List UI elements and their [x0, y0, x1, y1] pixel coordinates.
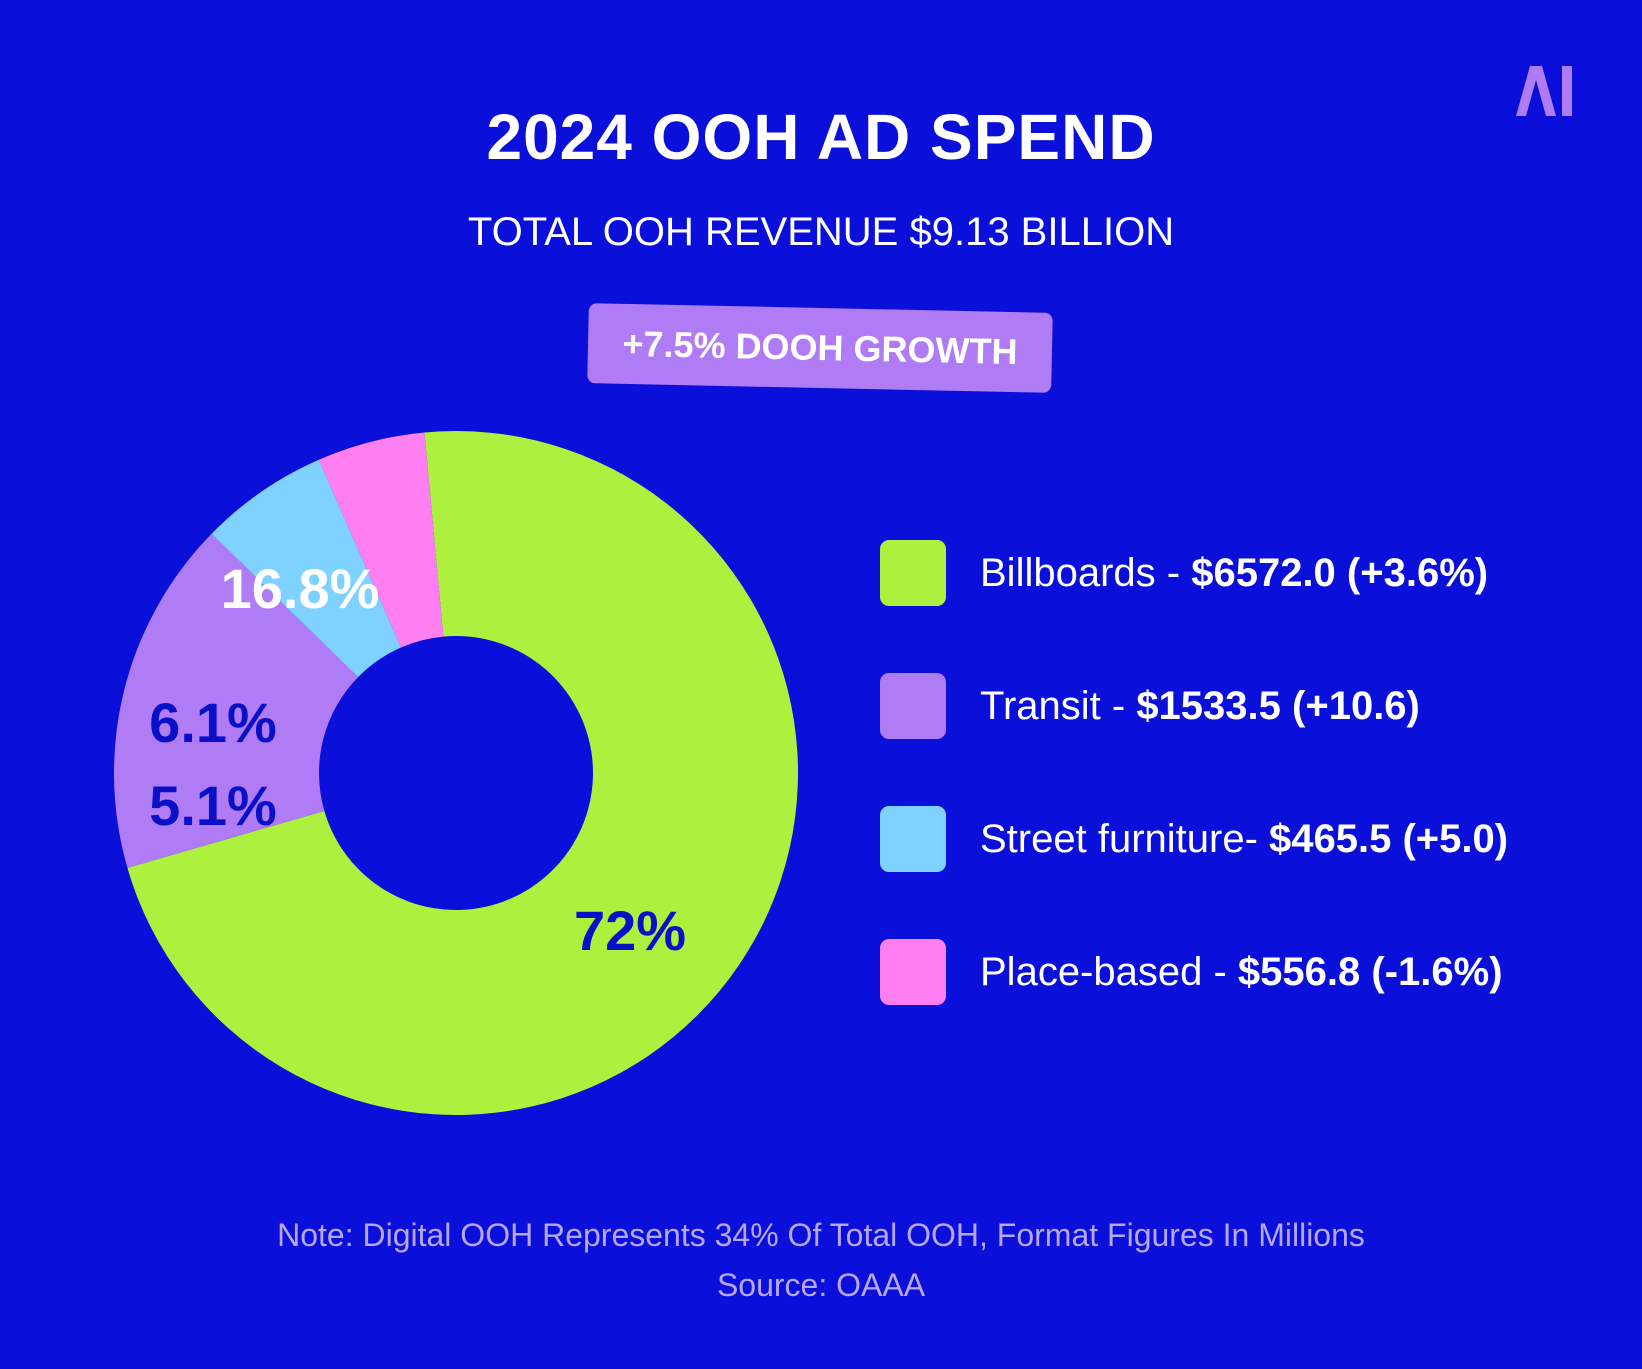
legend-value-transit: $1533.5 (+10.6)	[1136, 683, 1420, 728]
legend-swatch-place-based	[880, 939, 946, 1005]
legend-value-billboards: $6572.0 (+3.6%)	[1191, 550, 1489, 595]
note-text: Note: Digital OOH Represents 34% Of Tota…	[277, 1217, 1365, 1253]
legend-item-transit: Transit - $1533.5 (+10.6)	[880, 673, 1420, 739]
footer-note: Note: Digital OOH Represents 34% Of Tota…	[0, 1210, 1642, 1310]
legend-name-billboards: Billboards -	[980, 550, 1192, 595]
legend-swatch-street-furniture	[880, 806, 946, 872]
chart-title: 2024 OOH AD SPEND	[486, 101, 1156, 173]
chart-subtitle: TOTAL OOH REVENUE $9.13 BILLION	[467, 210, 1175, 254]
slice-transit	[113, 533, 359, 868]
legend-item-billboards: Billboards - $6572.0 (+3.6%)	[880, 540, 1488, 606]
legend-text-transit: Transit - $1533.5 (+10.6)	[980, 684, 1420, 729]
legend-text-billboards: Billboards - $6572.0 (+3.6%)	[980, 551, 1488, 596]
slice-label-billboards: 72%	[574, 899, 686, 962]
legend-item-street-furniture: Street furniture- $465.5 (+5.0)	[880, 806, 1508, 872]
legend-name-transit: Transit -	[980, 683, 1137, 728]
source-text: Source: OAAA	[716, 1267, 926, 1303]
legend-name-street-furniture: Street furniture-	[980, 816, 1270, 861]
slice-billboards	[127, 431, 799, 1115]
legend-value-street-furniture: $465.5 (+5.0)	[1269, 816, 1509, 861]
legend-swatch-billboards	[880, 540, 946, 606]
slice-street-furniture	[211, 459, 402, 678]
slice-label-street-furniture: 6.1%	[149, 691, 277, 754]
legend-value-place-based: $556.8 (-1.6%)	[1237, 949, 1503, 994]
legend-name-place-based: Place-based -	[980, 949, 1238, 994]
legend-text-street-furniture: Street furniture- $465.5 (+5.0)	[980, 817, 1508, 862]
legend-swatch-transit	[880, 673, 946, 739]
legend-item-place-based: Place-based - $556.8 (-1.6%)	[880, 939, 1503, 1005]
brand-logo	[1516, 66, 1572, 116]
legend-text-place-based: Place-based - $556.8 (-1.6%)	[980, 950, 1503, 995]
slice-place-based	[318, 432, 444, 648]
donut-chart: 72% 16.8% 6.1% 5.1%	[113, 431, 799, 1115]
slice-label-place-based: 5.1%	[149, 774, 277, 837]
slice-label-transit: 16.8%	[221, 557, 380, 620]
